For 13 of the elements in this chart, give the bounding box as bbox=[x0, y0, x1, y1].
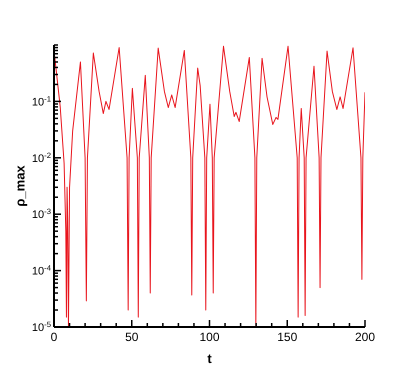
y-tick-label: 10$^{-2}$ bbox=[32, 150, 51, 165]
x-tick-label: 50 bbox=[125, 330, 139, 344]
x-tick-label: 200 bbox=[354, 330, 376, 344]
y-tick-label: 10$^{-5}$ bbox=[32, 320, 51, 334]
x-tick-label: 150 bbox=[277, 330, 298, 344]
y-tick-label: 10$^{-1}$ bbox=[32, 94, 51, 108]
x-tick-label: 0 bbox=[50, 330, 58, 344]
line-series bbox=[54, 46, 365, 327]
y-tick-label: 10$^{-4}$ bbox=[32, 263, 52, 278]
y-axis-title: ρ_max bbox=[12, 164, 28, 207]
x-axis-title: t bbox=[207, 351, 212, 366]
x-tick-label: 100 bbox=[199, 330, 220, 344]
y-tick-label: 10$^{-3}$ bbox=[32, 206, 51, 222]
